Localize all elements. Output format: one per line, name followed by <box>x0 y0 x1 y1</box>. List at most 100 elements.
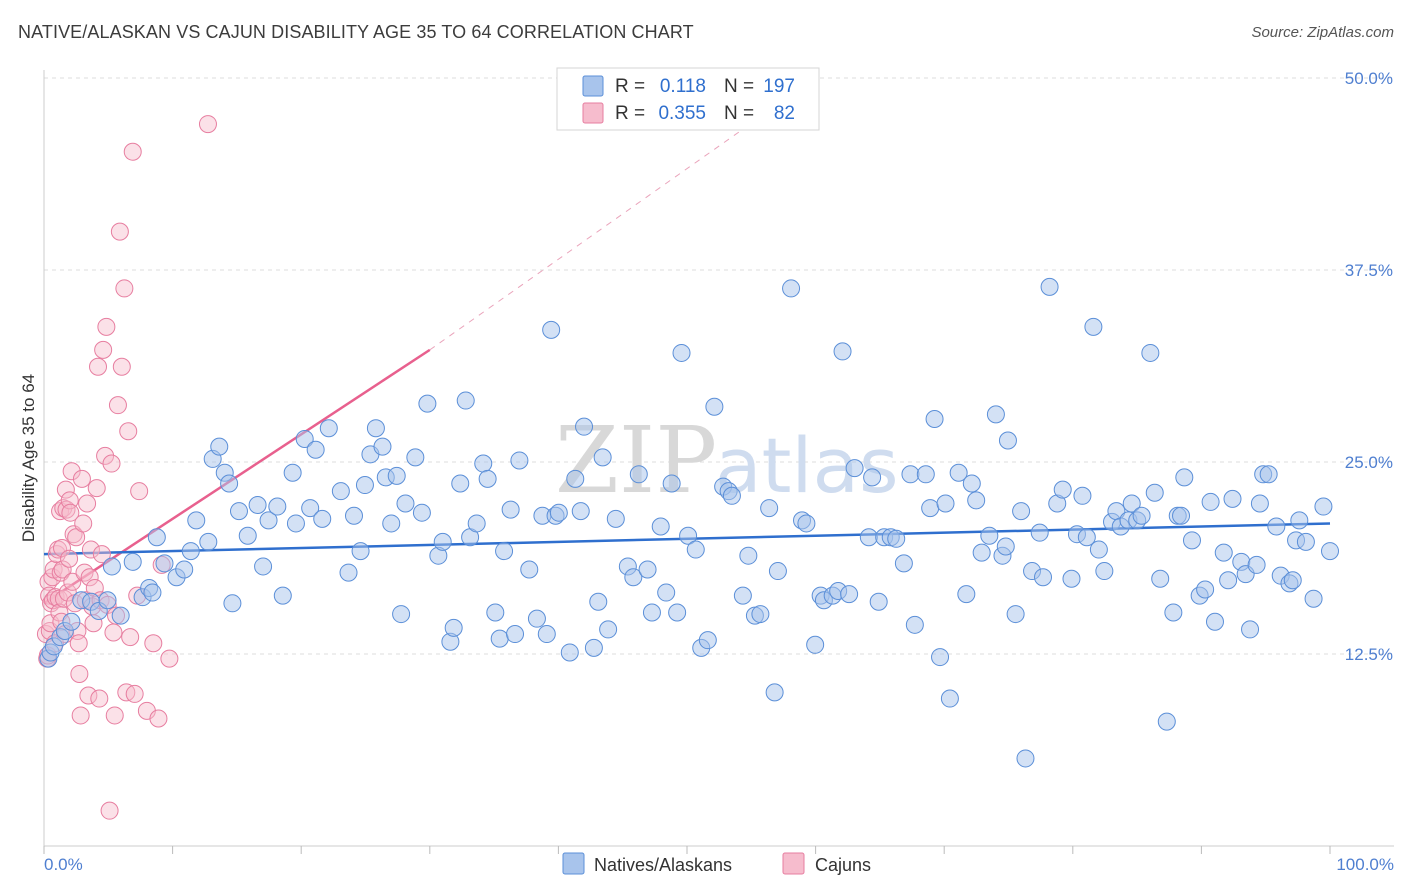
native-point <box>1201 492 1220 511</box>
cajun-point <box>72 469 91 488</box>
cajun-point <box>92 545 111 564</box>
native-point <box>220 474 239 493</box>
native-point <box>382 514 401 533</box>
cajun-trend-line <box>43 348 431 605</box>
legend-cajuns-n-value: 82 <box>774 103 795 124</box>
native-point <box>980 526 999 545</box>
native-point <box>295 429 314 448</box>
native-point <box>392 605 411 624</box>
native-point <box>537 625 556 644</box>
native-point <box>474 454 493 473</box>
cajun-point <box>89 357 108 376</box>
cajun-point <box>53 539 72 558</box>
native-point <box>629 465 648 484</box>
native-point <box>606 509 625 528</box>
native-point <box>254 557 273 576</box>
native-point <box>575 417 594 436</box>
native-point <box>1077 528 1096 547</box>
native-point <box>1006 605 1025 624</box>
native-point <box>143 583 162 602</box>
cajun-point <box>100 801 119 820</box>
native-point <box>1062 569 1081 588</box>
cajun-point <box>125 684 144 703</box>
axes: Disability Age 35 to 64 <box>19 70 1394 847</box>
native-point <box>560 643 579 662</box>
native-point <box>662 474 681 493</box>
native-point <box>355 476 374 495</box>
native-point <box>668 603 687 622</box>
cajun-point <box>60 549 79 568</box>
cajun-point <box>110 222 129 241</box>
cajun-point <box>78 494 97 513</box>
native-point <box>406 448 425 467</box>
native-point <box>1012 502 1031 521</box>
cajun-point <box>69 634 88 653</box>
native-point <box>155 554 174 573</box>
native-point <box>1214 543 1233 562</box>
native-point <box>967 491 986 510</box>
cajun-point <box>149 709 168 728</box>
native-point <box>273 586 292 605</box>
legend-swatch-natives <box>582 75 604 97</box>
native-point <box>679 526 698 545</box>
native-point <box>527 609 546 628</box>
native-point <box>1034 568 1053 587</box>
native-point <box>181 542 200 561</box>
native-point <box>1164 603 1183 622</box>
native-point <box>549 503 568 522</box>
native-point <box>589 592 608 611</box>
native-point <box>599 620 618 639</box>
native-point <box>566 469 585 488</box>
native-point <box>797 514 816 533</box>
native-point <box>306 440 325 459</box>
native-point <box>593 448 612 467</box>
native-point <box>98 591 117 610</box>
native-point <box>1073 486 1092 505</box>
cajun-point <box>58 583 77 602</box>
bottom-legend-swatch-natives <box>562 852 585 875</box>
cajun-point <box>160 649 179 668</box>
cajun-point <box>112 357 131 376</box>
cajun-point <box>144 634 163 653</box>
cajun-point <box>102 454 121 473</box>
native-point <box>102 557 121 576</box>
x-tick-label-0: 0.0% <box>44 855 83 874</box>
native-point <box>760 499 779 518</box>
native-point <box>187 511 206 530</box>
native-point <box>444 618 463 637</box>
native-point <box>1182 531 1201 550</box>
native-point <box>542 320 561 339</box>
native-point <box>387 466 406 485</box>
native-point <box>686 540 705 559</box>
native-point <box>1223 489 1242 508</box>
native-point <box>672 343 691 362</box>
legend-cajuns-r-value: 0.355 <box>658 103 706 124</box>
native-point <box>940 689 959 708</box>
native-point <box>1040 277 1059 296</box>
native-point <box>520 560 539 579</box>
y-tick-label-2: 37.5% <box>1345 261 1393 280</box>
native-point <box>962 474 981 493</box>
native-point <box>733 586 752 605</box>
cajun-point <box>105 706 124 725</box>
bottom-legend: Natives/Alaskans Cajuns <box>562 852 871 875</box>
cajun-point <box>80 568 99 587</box>
cajun-point <box>71 706 90 725</box>
bottom-legend-natives-label: Natives/Alaskans <box>594 855 732 875</box>
cajun-point <box>81 540 100 559</box>
native-point <box>501 500 520 519</box>
native-point <box>840 585 859 604</box>
native-point <box>248 496 267 515</box>
native-point <box>859 528 878 547</box>
native-point <box>478 469 497 488</box>
cajun-point <box>43 568 62 587</box>
bottom-legend-cajuns-label: Cajuns <box>815 855 871 875</box>
tick-labels: 12.5% 25.0% 37.5% 50.0% 0.0% 100.0% <box>43 69 1394 874</box>
native-point <box>111 606 130 625</box>
cajun-point <box>119 422 138 441</box>
native-point <box>996 537 1015 556</box>
native-point <box>1145 483 1164 502</box>
native-point <box>1141 343 1160 362</box>
native-point <box>739 546 758 565</box>
